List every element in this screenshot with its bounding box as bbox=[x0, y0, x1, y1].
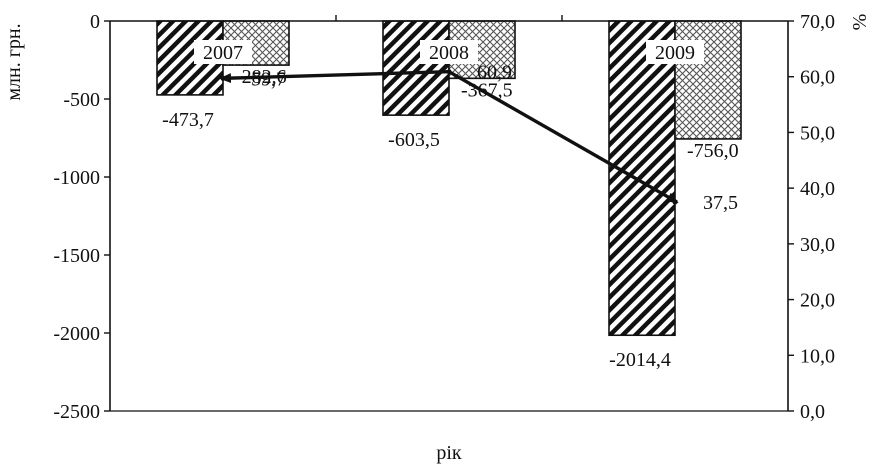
axes-layer: 0 -500 -1000 -1500 -2000 -2500 70,0 60,0 50,0 40,… bbox=[53, 11, 835, 423]
y-tick-label: -1500 bbox=[53, 245, 100, 267]
category-label-bg bbox=[420, 40, 478, 64]
bar-data-label: -756,0 bbox=[687, 140, 739, 162]
category-label-2008: 2008 bbox=[429, 42, 469, 64]
y2-tick-label: 0,0 bbox=[800, 401, 825, 423]
x-axis-title: рік bbox=[436, 442, 462, 464]
bar-data-label: -2014,4 bbox=[609, 349, 671, 371]
y2-tick-label: 20,0 bbox=[800, 290, 835, 312]
y2-tick-label: 40,0 bbox=[800, 178, 835, 200]
y2-tick-label: 60,0 bbox=[800, 67, 835, 89]
plot-area: 0 -500 -1000 -1500 -2000 -2500 70,0 60,0 50,0 40,… bbox=[53, 11, 835, 423]
bar-2009-series2 bbox=[674, 20, 742, 140]
y-tick-label: -2000 bbox=[53, 323, 100, 345]
bar-data-label: -603,5 bbox=[388, 129, 440, 151]
line-data-label: 59,7 bbox=[251, 68, 286, 90]
trend-line-segment bbox=[448, 70, 679, 204]
y-tick-label: -2500 bbox=[53, 401, 100, 423]
trend-point-2008 bbox=[446, 69, 452, 75]
y2-tick-label: 10,0 bbox=[800, 345, 835, 367]
y-tick-label: -1000 bbox=[53, 167, 100, 189]
trend-point-2009 bbox=[672, 199, 678, 205]
y2-axis-title: % bbox=[849, 14, 871, 31]
bar-2009-series1 bbox=[608, 20, 676, 337]
bar-data-label: -367,5 bbox=[461, 79, 513, 101]
bar-2008-series1 bbox=[382, 20, 450, 116]
y-axis-title: млн. грн. bbox=[3, 23, 25, 100]
y2-tick-label: 30,0 bbox=[800, 234, 835, 256]
y-tick-label: 0 bbox=[90, 11, 100, 33]
data-labels-layer: 2007 2008 2009 -473,7 -603,5 -2014,4 -282,6 -36… bbox=[162, 40, 739, 371]
y2-tick-label: 70,0 bbox=[800, 11, 835, 33]
bar-data-label: -282,6 bbox=[235, 66, 287, 88]
trend-line-layer bbox=[219, 69, 679, 205]
category-label-bg bbox=[194, 40, 252, 64]
category-label-bg bbox=[646, 40, 704, 64]
bar-data-label: -473,7 bbox=[162, 109, 214, 131]
trend-point-2007 bbox=[220, 75, 226, 81]
category-label-2007: 2007 bbox=[203, 42, 243, 64]
trend-line-segment bbox=[219, 70, 450, 84]
category-label-2009: 2009 bbox=[655, 42, 695, 64]
y-tick-label: -500 bbox=[63, 89, 100, 111]
line-data-label: 60,9 bbox=[477, 62, 512, 84]
y2-tick-label: 50,0 bbox=[800, 122, 835, 144]
line-data-label: 37,5 bbox=[703, 192, 738, 214]
